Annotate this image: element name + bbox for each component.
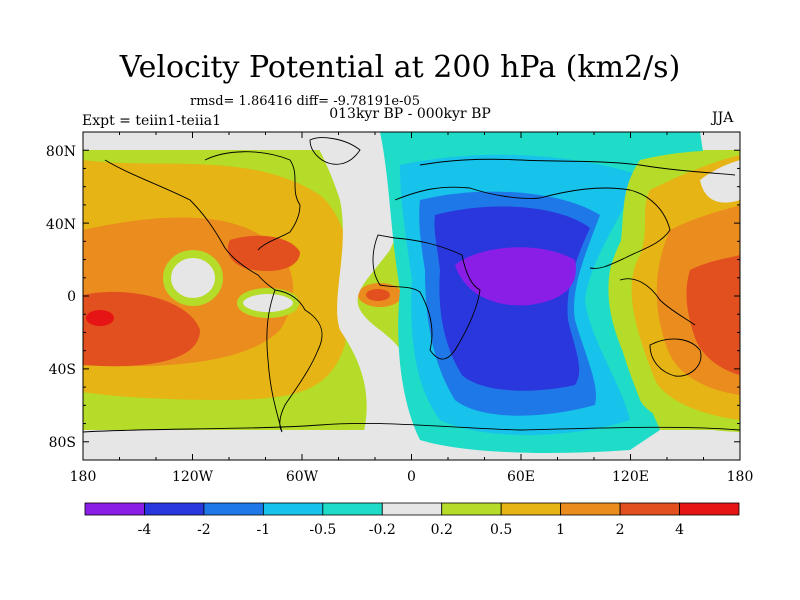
coastlines <box>83 137 740 433</box>
colorbar-label: -0.2 <box>369 522 396 538</box>
colorbar-swatch <box>322 502 383 516</box>
colorbar-label: -1 <box>257 522 271 538</box>
colorbar-swatch <box>500 502 562 516</box>
field-hole-tropics <box>237 288 299 318</box>
coast-north-america-west <box>104 159 276 291</box>
colorbar-swatch <box>203 502 264 516</box>
stats-label: rmsd= 1.86416 diff= -9.78191e-05 <box>190 94 420 109</box>
coast-eurasia <box>394 186 671 269</box>
colorbar-label: -2 <box>197 522 211 538</box>
coast-africa <box>372 234 481 360</box>
coast-australia <box>649 338 702 377</box>
lat-tick-label: 80S <box>49 435 76 451</box>
colorbar-swatch <box>679 502 740 516</box>
field-pos-east-4 <box>686 255 740 375</box>
field-zero-east <box>700 160 740 203</box>
colorbar-label: 1 <box>556 522 565 538</box>
colorbar-labels: -4 -2 -1 -0.5 -0.2 0.2 0.5 1 2 4 <box>138 522 684 538</box>
lon-tick-label: 60W <box>286 469 319 485</box>
axis-ticks <box>82 131 741 461</box>
lon-tick-label: 0 <box>407 469 416 485</box>
lat-tick-label: 40S <box>49 362 76 378</box>
field-hole-pacific <box>163 250 223 306</box>
lat-tick-label: 80N <box>46 144 76 160</box>
colorbar-label: 2 <box>616 522 625 538</box>
plot-title: Velocity Potential at 200 hPa (km2/s) <box>119 50 681 85</box>
lon-tick-label: 180 <box>70 469 97 485</box>
field-neg-core <box>455 247 576 306</box>
coast-greenland <box>309 137 361 165</box>
colorbar-swatch <box>84 502 145 516</box>
colorbar-swatch <box>262 502 324 516</box>
colorbar-label: 0.5 <box>490 522 512 538</box>
subtitle: 013kyr BP - 000kyr BP <box>329 106 491 122</box>
season-label: JJA <box>712 110 734 126</box>
colorbar-label: 4 <box>675 522 684 538</box>
lon-tick-label: 60E <box>507 469 535 485</box>
contour-field <box>83 132 740 460</box>
colorbar-swatch <box>560 502 621 516</box>
lon-tick-label: 180 <box>727 469 754 485</box>
colorbar-label: -0.5 <box>309 522 336 538</box>
colorbar <box>84 502 740 516</box>
coast-maritime <box>619 278 696 326</box>
colorbar-swatch <box>144 502 205 516</box>
lat-tick-label: 40N <box>46 217 76 233</box>
field-peak-west <box>86 310 114 326</box>
lon-axis-labels: 180 120W 60W 0 60E 120E 180 <box>70 469 754 485</box>
lon-tick-label: 120W <box>172 469 214 485</box>
lat-axis-labels: 80N 40N 0 40S 80S <box>46 144 76 451</box>
colorbar-swatch <box>619 502 680 516</box>
lon-tick-label: 120E <box>612 469 649 485</box>
colorbar-label: -4 <box>138 522 152 538</box>
colorbar-swatch <box>381 502 443 516</box>
colorbar-swatch <box>441 502 502 516</box>
coast-south-america <box>266 289 323 433</box>
field-red-caribbean <box>227 235 300 272</box>
field-red-west <box>83 291 200 367</box>
colorbar-label: 0.2 <box>431 522 453 538</box>
field-atlantic-red <box>366 289 390 301</box>
coast-arctic <box>419 158 736 176</box>
experiment-label: Expt = teiin1-teiia1 <box>82 113 221 129</box>
lat-tick-label: 0 <box>67 289 76 305</box>
coast-north-america-east <box>204 151 301 251</box>
coast-antarctica <box>83 422 740 433</box>
